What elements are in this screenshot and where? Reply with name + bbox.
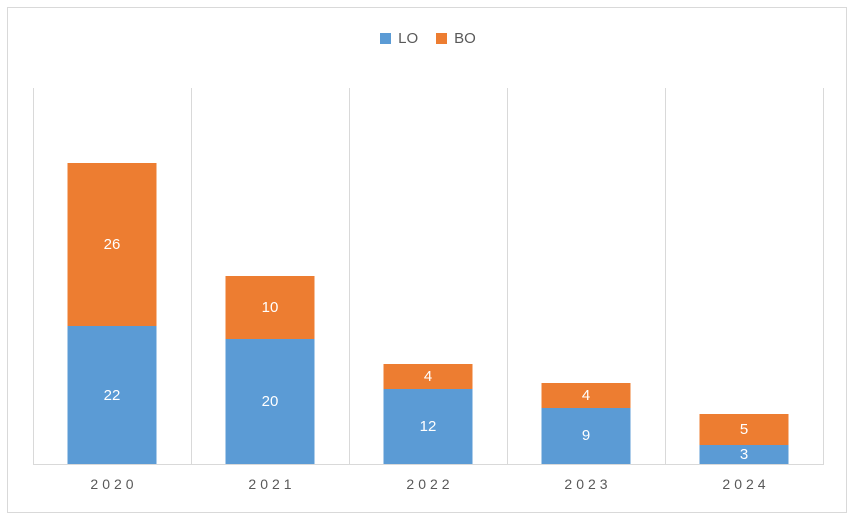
vertical-gridline bbox=[823, 88, 824, 464]
bar-segment-bo-2021: 10 bbox=[225, 276, 315, 339]
legend-item-lo: LO bbox=[380, 31, 418, 46]
bar-segment-bo-2024: 5 bbox=[699, 413, 789, 446]
vertical-gridline bbox=[507, 88, 508, 464]
vertical-gridline bbox=[191, 88, 192, 464]
x-axis-labels: 2020 2021 2022 2023 2024 bbox=[33, 473, 823, 495]
x-axis-label-2021: 2021 bbox=[248, 476, 296, 492]
bar-segment-lo-2022: 12 bbox=[383, 388, 473, 464]
data-label-bo-2024: 5 bbox=[739, 421, 749, 439]
data-label-lo-2020: 22 bbox=[103, 386, 121, 404]
bar-stack-2022: 4 12 bbox=[383, 363, 473, 464]
bar-segment-bo-2023: 4 bbox=[541, 382, 631, 408]
vertical-gridline bbox=[349, 88, 350, 464]
bar-segment-lo-2024: 3 bbox=[699, 445, 789, 464]
bar-stack-2020: 26 22 bbox=[67, 163, 157, 464]
data-label-bo-2023: 4 bbox=[581, 386, 591, 404]
data-label-lo-2023: 9 bbox=[581, 427, 591, 445]
chart-legend: LO BO bbox=[0, 31, 856, 46]
plot-area: 26 22 10 20 4 12 4 9 5 3 bbox=[33, 88, 824, 464]
bar-segment-lo-2020: 22 bbox=[67, 326, 157, 464]
legend-marker-lo-icon bbox=[380, 33, 392, 44]
x-axis-label-2024: 2024 bbox=[722, 476, 770, 492]
category-slot-2021: 10 20 bbox=[191, 88, 349, 464]
category-slot-2022: 4 12 bbox=[349, 88, 507, 464]
legend-item-bo: BO bbox=[436, 31, 476, 46]
x-axis-label-2020: 2020 bbox=[90, 476, 138, 492]
bar-segment-bo-2022: 4 bbox=[383, 363, 473, 389]
legend-marker-bo-icon bbox=[436, 33, 448, 44]
category-slot-2020: 26 22 bbox=[33, 88, 191, 464]
data-label-bo-2021: 10 bbox=[261, 298, 279, 316]
data-label-lo-2022: 12 bbox=[419, 417, 437, 435]
data-label-bo-2022: 4 bbox=[423, 367, 433, 385]
data-label-bo-2020: 26 bbox=[103, 236, 121, 254]
bar-segment-lo-2023: 9 bbox=[541, 407, 631, 464]
x-axis-line bbox=[33, 464, 824, 465]
legend-label-lo: LO bbox=[398, 30, 419, 47]
bar-stack-2021: 10 20 bbox=[225, 276, 315, 464]
x-axis-label-2022: 2022 bbox=[406, 476, 454, 492]
bar-segment-bo-2020: 26 bbox=[67, 163, 157, 327]
x-axis-label-2023: 2023 bbox=[564, 476, 612, 492]
data-label-lo-2024: 3 bbox=[739, 446, 749, 464]
vertical-gridline bbox=[665, 88, 666, 464]
legend-label-bo: BO bbox=[454, 30, 476, 47]
vertical-gridline bbox=[33, 88, 34, 464]
bar-segment-lo-2021: 20 bbox=[225, 338, 315, 464]
data-label-lo-2021: 20 bbox=[261, 392, 279, 410]
